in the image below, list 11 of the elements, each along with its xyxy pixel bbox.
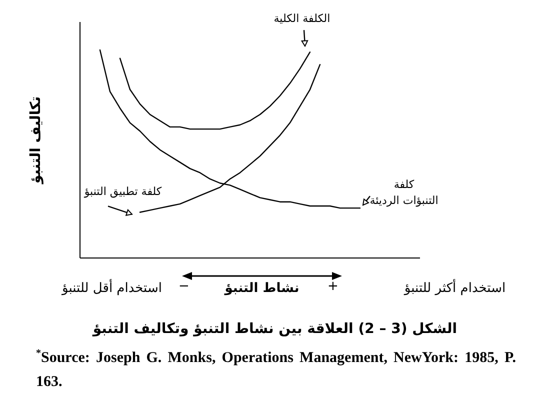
text: +	[328, 279, 338, 294]
series-label: كلفة التنبؤات الرديئة	[370, 178, 438, 208]
x-axis-title: نشاط التنبؤ	[224, 281, 300, 296]
text: استخدام أكثر للتنبؤ	[403, 279, 506, 296]
text: −	[178, 279, 190, 294]
text: استخدام أقل للتنبؤ	[61, 279, 162, 296]
text: الكلفة الكلية	[274, 12, 330, 26]
text: الشكل (3 – 2) العلاقة بين نشاط التنبؤ وتكاليف التنبؤ	[92, 321, 458, 337]
text: $^{*}$Source: Joseph G. Monks, Operations Management, NewYork: 1985, P. 163.	[36, 347, 516, 392]
series-label: كلفة تطبيق التنبؤ	[83, 185, 162, 198]
y-axis-title: تكاليف التنبؤ	[28, 96, 44, 185]
